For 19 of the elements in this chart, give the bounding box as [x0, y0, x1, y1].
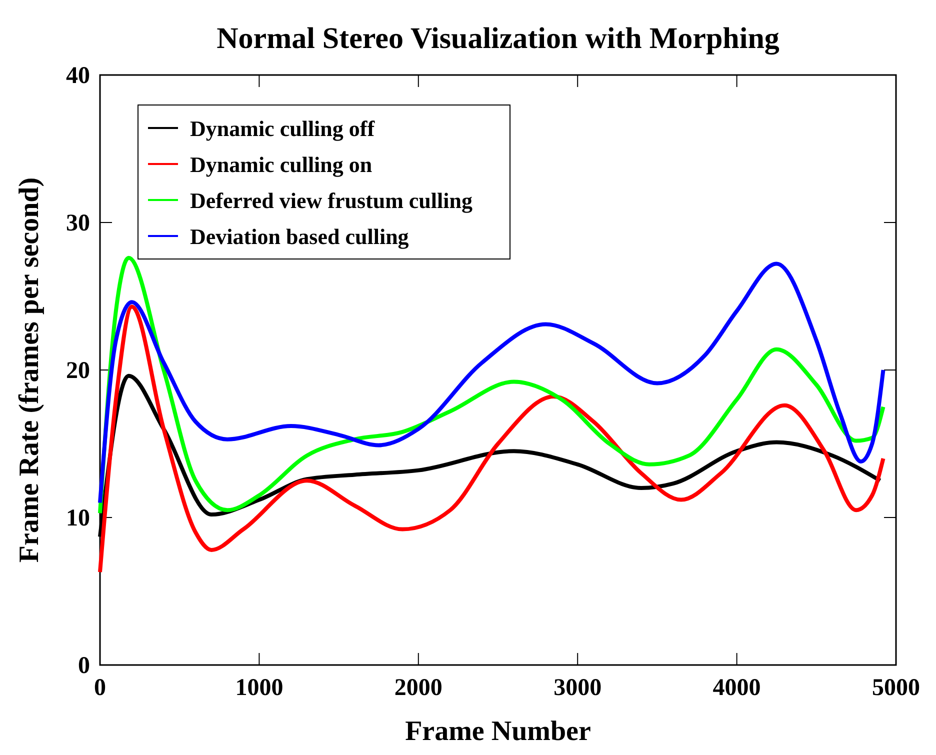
x-axis-title: Frame Number	[405, 716, 591, 747]
y-axis-title: Frame Rate (frames per second)	[14, 177, 45, 563]
line-series	[98, 304, 886, 574]
legend-label: Deviation based culling	[190, 224, 409, 249]
x-tick-label: 1000	[235, 675, 284, 701]
y-tick-label: 30	[66, 210, 90, 236]
y-tick-label: 0	[78, 653, 90, 679]
y-tick-label: 10	[66, 506, 90, 532]
legend-label: Dynamic culling on	[190, 152, 372, 177]
x-tick-label: 3000	[554, 675, 602, 701]
y-tick-label: 20	[66, 358, 90, 384]
chart-title: Normal Stereo Visualization with Morphing	[216, 22, 780, 55]
x-tick-label: 2000	[394, 675, 442, 701]
y-tick-label: 40	[66, 63, 90, 89]
x-tick-label: 5000	[872, 675, 920, 701]
legend-label: Deferred view frustum culling	[190, 188, 472, 213]
legend-label: Dynamic culling off	[190, 116, 376, 141]
x-tick-label: 0	[94, 675, 106, 701]
x-tick-label: 4000	[712, 675, 761, 701]
